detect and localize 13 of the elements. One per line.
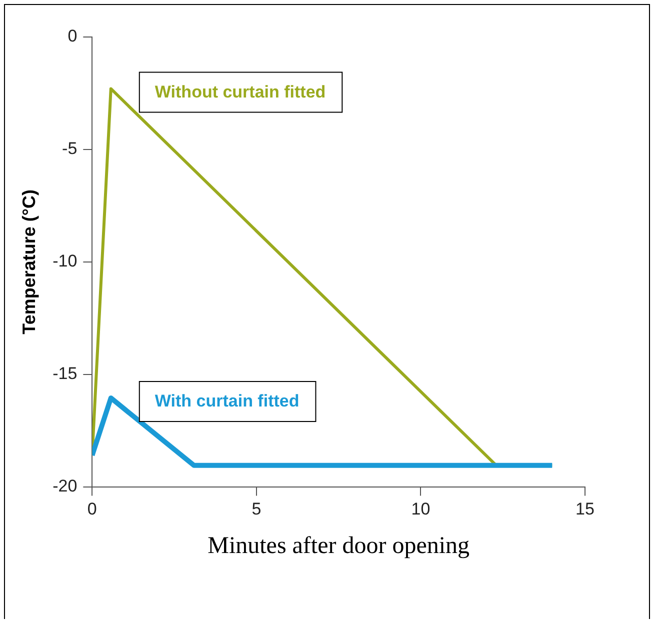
x-tick-label: 0 [87, 500, 97, 519]
y-tick-label: -10 [52, 252, 78, 271]
y-tick-label: 0 [68, 26, 78, 46]
series-label: Without curtain fitted [154, 82, 326, 102]
x-tick-label: 10 [411, 500, 430, 519]
y-axis-title: Temperature (°C) [18, 189, 39, 334]
y-tick-label: -5 [62, 139, 78, 158]
x-tick-label: 5 [252, 500, 262, 519]
y-tick-label: -20 [52, 476, 78, 496]
series-label: With curtain fitted [154, 392, 300, 411]
x-tick-label: 15 [576, 500, 594, 519]
y-tick-label: -15 [52, 364, 78, 384]
x-axis-title: Minutes after door opening [208, 532, 470, 559]
